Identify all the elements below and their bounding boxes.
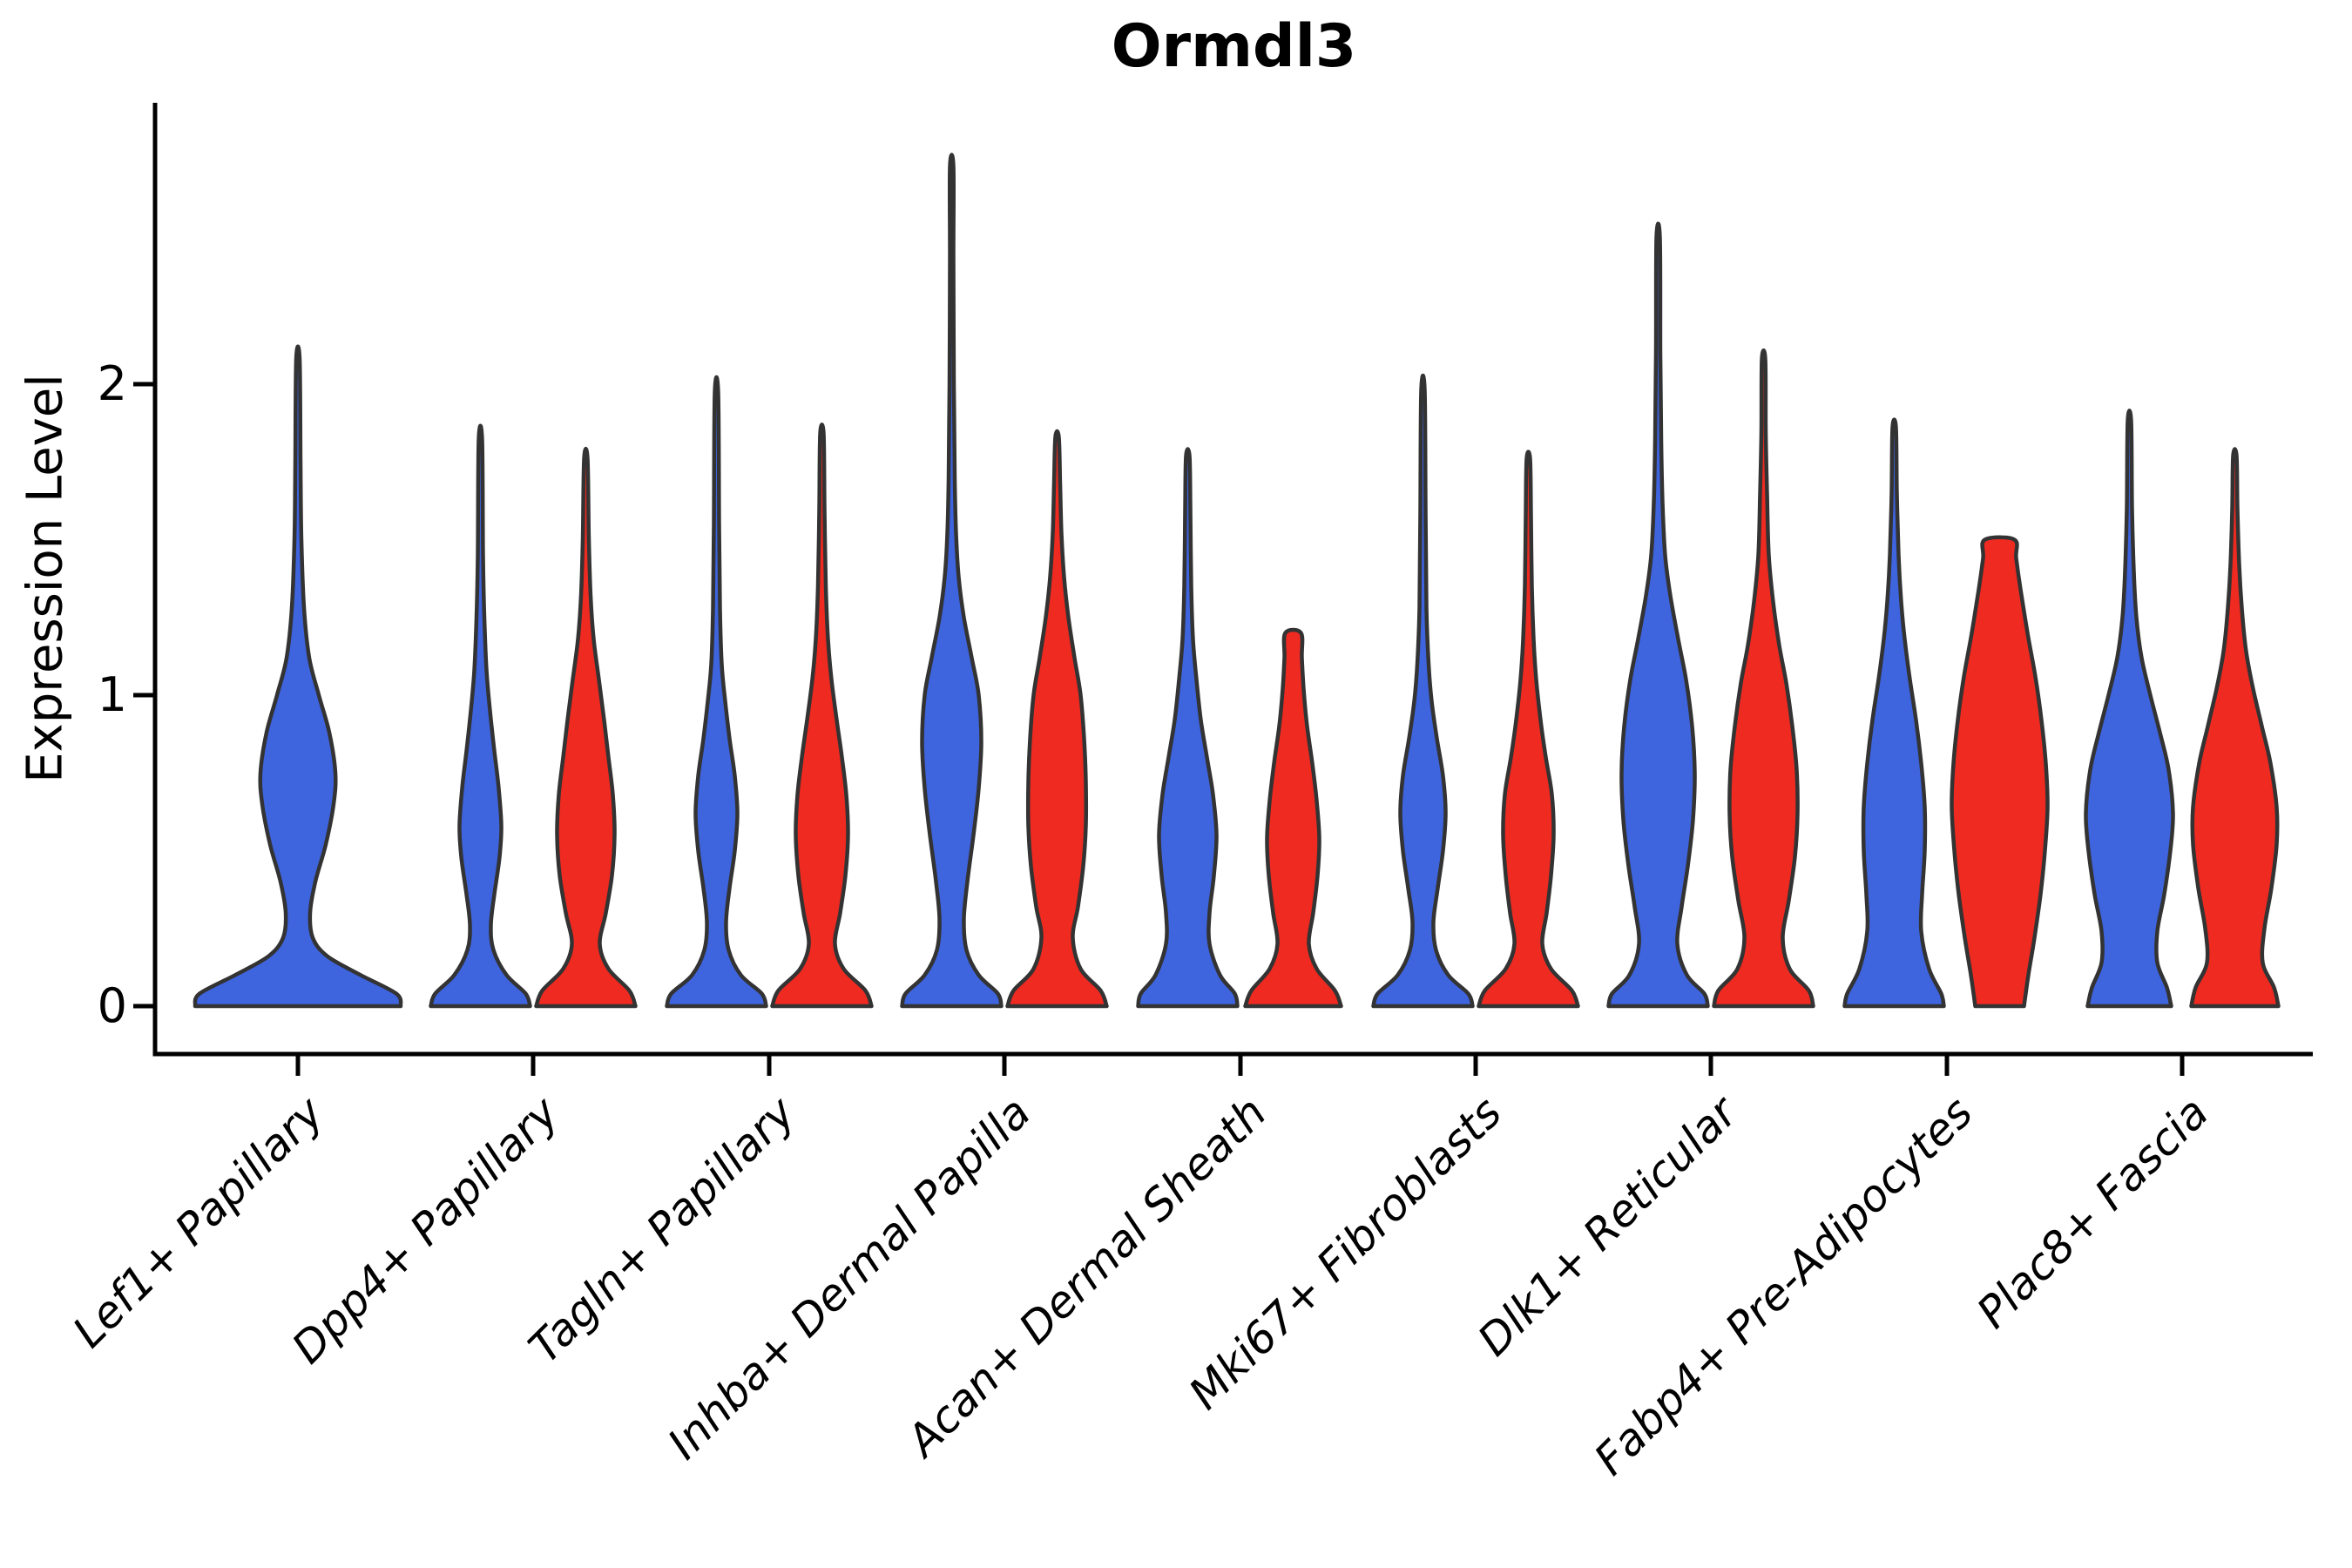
y-tick-label: 1 xyxy=(97,667,127,722)
violin-dlk1-group_blue xyxy=(1606,221,1710,1009)
violin-dlk1-group_red xyxy=(1712,348,1815,1009)
violin-fabp4-group_red xyxy=(1950,535,2050,1009)
violin-plac8-group_red xyxy=(2189,447,2281,1009)
axes-group xyxy=(133,103,2313,1076)
y-tick-label: 2 xyxy=(97,356,127,411)
violins-group xyxy=(193,152,2281,1009)
chart-title: Ormdl3 xyxy=(1111,12,1357,81)
violin-plac8-group_blue xyxy=(2084,409,2175,1009)
violin-lef1-group_blue xyxy=(193,344,403,1009)
y-tick-label: 0 xyxy=(97,978,127,1033)
violin-mki67-group_blue xyxy=(1371,373,1475,1009)
violin-dpp4-group_blue xyxy=(429,423,532,1009)
violin-dpp4-group_red xyxy=(534,446,638,1009)
violin-inhba-group_red xyxy=(1005,429,1109,1009)
violin-mki67-group_red xyxy=(1477,449,1580,1009)
violin-acan-group_red xyxy=(1243,627,1343,1009)
violin-fabp4-group_blue xyxy=(1842,417,1946,1009)
violin-tagln-group_red xyxy=(770,422,874,1009)
violin-inhba-group_blue xyxy=(900,152,1004,1009)
violin-tagln-group_blue xyxy=(665,375,768,1009)
violin-acan-group_blue xyxy=(1136,447,1240,1009)
